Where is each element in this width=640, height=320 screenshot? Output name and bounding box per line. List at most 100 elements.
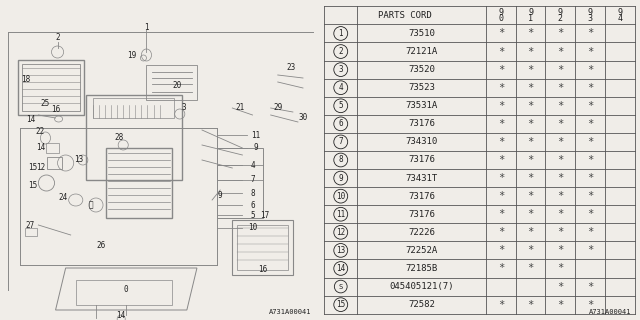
Text: 3: 3 [588,13,593,23]
Text: *: * [587,101,593,111]
Text: 1: 1 [144,23,148,33]
Text: 9: 9 [499,8,503,17]
Text: *: * [498,46,504,57]
Text: *: * [498,137,504,147]
Text: 734310: 734310 [405,137,438,147]
Text: 15: 15 [28,164,37,172]
Text: 14: 14 [26,116,35,124]
Text: 16: 16 [51,106,60,115]
Text: 73510: 73510 [408,29,435,38]
Text: 15: 15 [336,300,346,309]
Bar [76,280,172,305]
Text: *: * [557,191,564,201]
Text: *: * [557,263,564,274]
Bar [147,65,197,100]
Text: *: * [527,28,534,38]
Text: 10: 10 [336,192,346,201]
Text: *: * [498,227,504,237]
Text: 19: 19 [127,51,136,60]
Text: 14: 14 [336,264,346,273]
Text: 30: 30 [298,114,308,123]
Text: *: * [527,155,534,165]
Text: *: * [527,65,534,75]
Text: 045405121(7): 045405121(7) [389,282,454,291]
Text: *: * [498,65,504,75]
Bar [22,64,80,111]
Text: *: * [587,65,593,75]
Text: 9: 9 [558,8,563,17]
Text: 4: 4 [250,161,255,170]
Text: *: * [527,119,534,129]
Text: *: * [498,83,504,93]
Text: 15: 15 [28,180,37,189]
Text: *: * [527,263,534,274]
Text: 5: 5 [250,211,255,220]
Bar [232,220,293,275]
Text: 4: 4 [339,83,343,92]
Bar [47,143,59,153]
Text: Ⓞ: Ⓞ [88,201,93,210]
Text: *: * [557,28,564,38]
Text: 25: 25 [41,100,50,108]
Text: 72226: 72226 [408,228,435,237]
Text: 8: 8 [339,156,343,164]
Text: *: * [527,191,534,201]
Text: 73176: 73176 [408,192,435,201]
Text: *: * [587,173,593,183]
Text: 12: 12 [336,228,346,237]
Bar [25,228,37,236]
Text: 14: 14 [36,143,45,153]
Text: 3: 3 [339,65,343,74]
Text: 8: 8 [250,188,255,197]
Text: *: * [557,245,564,255]
Text: 1: 1 [528,13,533,23]
Text: 4: 4 [618,13,623,23]
Bar [106,148,172,218]
Text: *: * [587,282,593,292]
Text: *: * [557,282,564,292]
Text: 9: 9 [218,190,223,199]
Bar [93,98,173,118]
Text: 0: 0 [124,285,129,294]
Text: 14: 14 [116,310,126,319]
Text: *: * [557,101,564,111]
Bar [237,225,288,270]
Text: *: * [557,83,564,93]
Text: 28: 28 [115,133,124,142]
Text: 24: 24 [58,194,67,203]
Text: 13: 13 [336,246,346,255]
Text: 73523: 73523 [408,83,435,92]
Text: *: * [527,209,534,219]
Text: 1: 1 [339,29,343,38]
Text: 3: 3 [182,103,186,113]
Text: *: * [498,101,504,111]
Text: *: * [498,28,504,38]
Text: *: * [587,227,593,237]
Text: 0: 0 [499,13,503,23]
Text: 27: 27 [26,220,35,229]
Text: *: * [498,119,504,129]
Text: *: * [498,300,504,310]
Text: *: * [587,191,593,201]
Text: 7: 7 [339,137,343,147]
Text: 73176: 73176 [408,156,435,164]
Text: 26: 26 [97,241,106,250]
Text: *: * [587,119,593,129]
Text: *: * [587,137,593,147]
Text: 10: 10 [248,223,257,233]
Text: *: * [587,245,593,255]
Text: *: * [557,300,564,310]
Text: *: * [498,263,504,274]
Text: 18: 18 [20,76,30,84]
Text: *: * [498,155,504,165]
Text: 9: 9 [339,173,343,183]
Text: 73520: 73520 [408,65,435,74]
Text: *: * [557,209,564,219]
Text: *: * [587,209,593,219]
Bar [217,148,262,218]
Text: *: * [587,83,593,93]
Text: 2: 2 [55,33,60,42]
Text: 17: 17 [260,212,269,220]
Text: 2: 2 [339,47,343,56]
Text: 22: 22 [36,127,45,137]
